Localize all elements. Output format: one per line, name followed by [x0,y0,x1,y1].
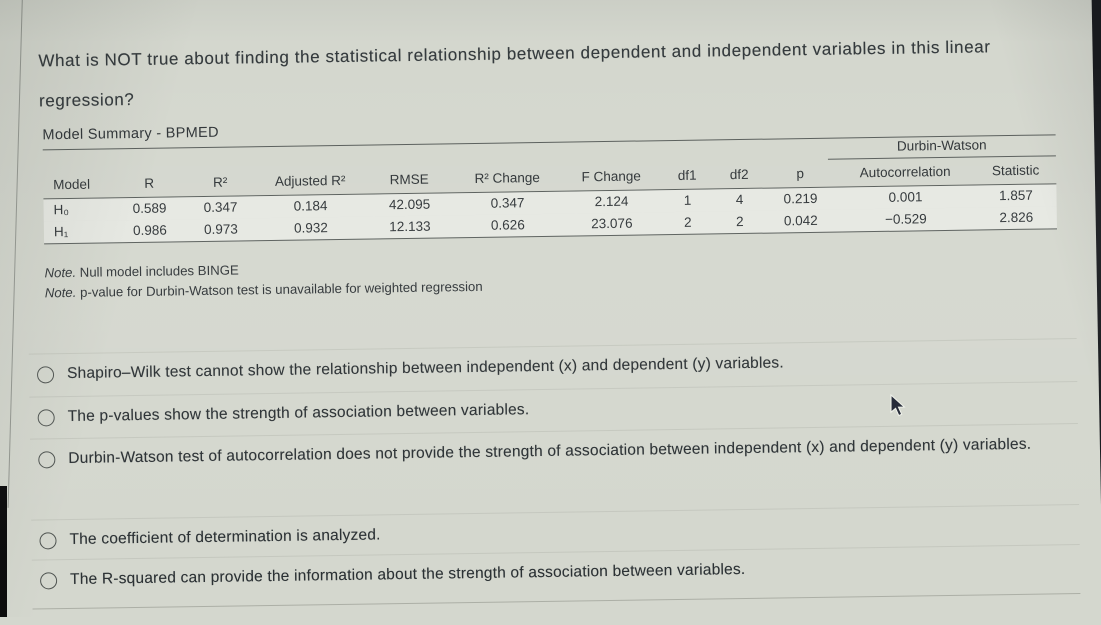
note-prefix: Note. [44,284,77,301]
table-cell: 0.626 [490,217,525,233]
column-header-statistic: Statistic [991,162,1040,179]
column-header-df2: df2 [729,166,749,183]
model-summary-table: Model Summary - BPMED Durbin-Watson Mode… [42,112,1058,245]
note-text: Null model includes BINGE [79,262,239,280]
table-cell: 2 [735,213,744,230]
table-cell: 0.589 [132,200,167,217]
option-label: The coefficient of determination is anal… [69,526,381,549]
column-header-r: R [144,175,155,191]
table-cell: 1 [683,192,692,208]
table-cell: 2.124 [594,193,629,210]
table-cell: 0.042 [783,212,818,229]
column-header-df1: df1 [677,167,697,183]
table-cell: 2 [683,214,692,230]
option-label: The p-values show the strength of associ… [67,401,530,426]
table-cell: 0.001 [888,189,923,205]
radio-button-icon[interactable] [38,451,56,469]
table-cell: 0.986 [132,222,167,239]
question-text: What is NOT true about finding the stati… [38,27,991,121]
table-cell: 0.347 [203,199,238,215]
table-cell: 0.184 [293,198,328,214]
table-cell: 0.219 [783,190,818,207]
radio-button-icon[interactable] [36,366,55,384]
option-label: The R-squared can provide the informatio… [69,560,746,589]
radio-button-icon[interactable] [39,572,58,590]
radio-button-icon[interactable] [37,409,55,427]
table-notes: Note. Null model includes BINGE Note. p-… [44,257,482,303]
photo-dark-edge-left [0,486,7,617]
column-header-r2: R² [212,174,228,190]
option-label: Durbin-Watson test of autocorrelation do… [68,435,1032,468]
column-header-f-change: F Change [581,168,641,185]
table-cell: 0.973 [203,221,238,237]
option-label: Shapiro–Wilk test cannot show the relati… [66,354,784,383]
table-cell: 12.133 [389,218,431,235]
table-cell: H₀ [53,201,70,218]
table-cell: −0.529 [884,211,927,227]
column-header-autocorrelation: Autocorrelation [859,163,951,181]
column-header-p: p [796,166,805,182]
table-cell: 4 [735,191,744,208]
table-cell: 2.826 [999,209,1034,226]
table-cell: 0.347 [490,195,525,211]
column-header-adjusted-r2: Adjusted R² [274,172,346,189]
table-cell: 1.857 [998,187,1034,204]
radio-button-icon[interactable] [39,532,57,550]
column-header-rmse: RMSE [389,171,429,188]
column-header-model: Model [53,176,91,193]
table-cell: 42.095 [388,196,431,213]
durbin-watson-group-header: Durbin-Watson [827,136,1056,160]
table-cell: 0.932 [293,220,328,236]
answer-option-3[interactable]: Durbin-Watson test of autocorrelation do… [29,423,1080,520]
mouse-cursor-icon [890,393,907,423]
note-text: p-value for Durbin-Watson test is unavai… [79,278,483,300]
answer-options-list: Shapiro–Wilk test cannot show the relati… [28,338,1081,610]
note-prefix: Note. [44,264,77,281]
table-cell: 23.076 [591,215,633,232]
table-cell: H₁ [53,223,69,240]
column-header-r2-change: R² Change [474,169,540,186]
